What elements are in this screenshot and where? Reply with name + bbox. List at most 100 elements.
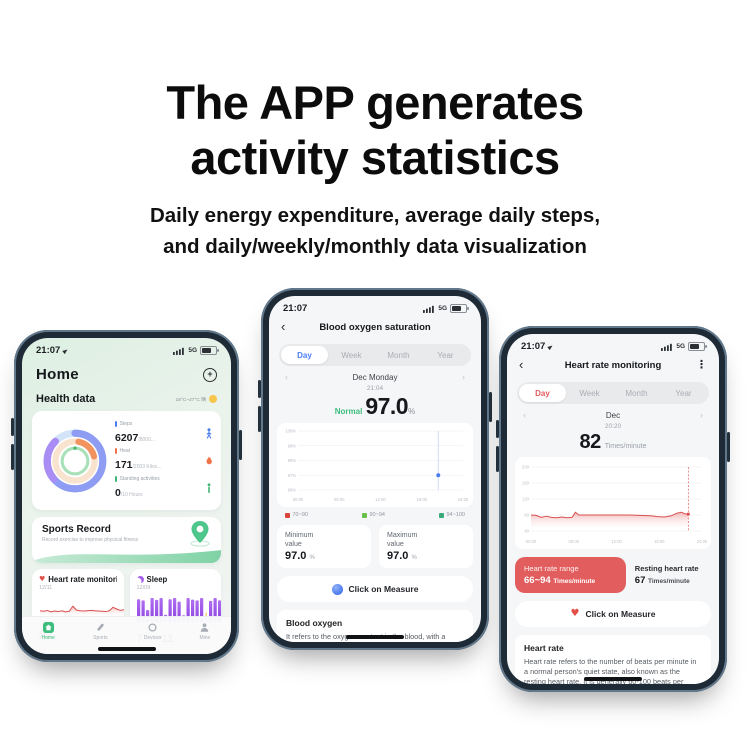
svg-text:99%: 99% xyxy=(288,443,297,448)
page-nav-title: Heart rate monitoring xyxy=(564,360,662,371)
period-tabs: Day Week Month Year xyxy=(279,344,471,366)
page-nav-title: Blood oxygen saturation xyxy=(319,322,431,333)
svg-text:12:00: 12:00 xyxy=(611,539,622,544)
activity-rings xyxy=(43,429,107,492)
battery-icon xyxy=(688,341,707,352)
stat-standing[interactable]: Standing activities 0/10 Hours xyxy=(115,475,214,501)
status-bar: 21:07 5G xyxy=(22,338,231,356)
volume-button xyxy=(496,420,499,438)
status-bar: 21:07 5G xyxy=(269,296,481,314)
volume-button xyxy=(11,444,14,470)
period-tabs: Day Week Month Year xyxy=(517,382,709,404)
sports-record-title: Sports Record xyxy=(42,524,111,535)
tab-week[interactable]: Week xyxy=(341,350,362,360)
page-title: The APP generates activity statistics xyxy=(0,76,750,185)
hr-day-chart: 200 160 120 80 40 00:00 06:00 12:00 18:00 24:00 xyxy=(522,465,708,545)
info-title: Blood oxygen xyxy=(286,618,343,629)
svg-text:00:00: 00:00 xyxy=(293,497,304,502)
svg-text:06:00: 06:00 xyxy=(334,497,345,502)
power-button xyxy=(239,430,242,460)
stat-color-bar xyxy=(115,420,117,427)
hr-chart-card[interactable]: 200 160 120 80 40 00:00 06:00 12:00 18:00 24:00 xyxy=(515,457,711,549)
next-date-button[interactable]: › xyxy=(699,410,703,420)
tab-sports[interactable]: Sports xyxy=(74,617,126,654)
activity-summary-card[interactable]: Steps 6207/8000... Heat 171/2003 Kiloc..… xyxy=(32,411,221,510)
minimum-value-card: Minimum value 97.0 % xyxy=(277,525,371,569)
resting-heart-rate-card: Resting heart rate 67 Times/minute xyxy=(634,564,699,586)
location-icon xyxy=(62,347,70,354)
tab-devices[interactable]: Devices xyxy=(127,617,179,654)
person-icon xyxy=(201,623,209,632)
tab-month[interactable]: Month xyxy=(625,388,648,398)
prev-date-button[interactable]: ‹ xyxy=(523,410,526,420)
standing-icon xyxy=(207,482,211,493)
heart-rate-sparkline xyxy=(39,605,124,617)
sports-record-card[interactable]: Sports Record Record exercise to improve… xyxy=(32,517,221,563)
tab-year[interactable]: Year xyxy=(437,350,454,360)
add-device-button[interactable]: + xyxy=(203,367,217,382)
spo2-day-chart: 100% 99% 98% 97% 96% 00:00 06:00 12:00 18:00 24:0… xyxy=(285,429,469,503)
oxygen-orb-icon xyxy=(331,583,343,595)
page-title-line1: The APP generates xyxy=(166,76,584,129)
network-label: 5G xyxy=(438,305,447,312)
spo2-value-row: Normal 97.0% xyxy=(334,393,416,419)
moon-icon xyxy=(136,575,144,583)
back-button[interactable]: ‹ xyxy=(519,357,524,372)
stat-color-bar xyxy=(115,448,117,454)
info-title: Heart rate xyxy=(524,643,564,653)
heart-rate-range-card: Heart rate range 66~94 Times/minute xyxy=(515,557,626,593)
svg-text:97%: 97% xyxy=(288,473,297,478)
weather-label: 18°C~27°C 晴 xyxy=(175,397,206,403)
measure-button[interactable]: Click on Measure xyxy=(277,576,473,603)
measure-button[interactable]: ♥ Click on Measure xyxy=(515,601,711,627)
svg-text:24:00: 24:00 xyxy=(458,497,469,502)
svg-text:24:00: 24:00 xyxy=(697,539,708,544)
network-label: 5G xyxy=(188,347,197,354)
volume-button xyxy=(258,380,261,398)
volume-button xyxy=(258,406,261,432)
location-icon xyxy=(547,343,555,350)
flame-icon xyxy=(206,455,212,465)
next-date-button[interactable]: › xyxy=(461,372,465,382)
heart-icon: ♥ xyxy=(39,575,46,583)
svg-text:96%: 96% xyxy=(288,488,297,493)
signal-icon xyxy=(661,343,673,351)
wave-decoration xyxy=(32,550,221,563)
menu-button[interactable]: ⋮ xyxy=(696,359,707,371)
tab-month[interactable]: Month xyxy=(387,350,410,360)
svg-text:80: 80 xyxy=(524,513,529,518)
tab-year[interactable]: Year xyxy=(675,388,692,398)
volume-button xyxy=(496,446,499,472)
status-time: 21:07 xyxy=(36,345,70,356)
phone-home: 21:07 5G Home + Health data 18°C~27°C 晴 xyxy=(11,330,242,662)
back-button[interactable]: ‹ xyxy=(281,319,286,334)
network-label: 5G xyxy=(676,343,685,350)
maximum-value-card: Maximum value 97.0 % xyxy=(379,525,473,569)
power-button xyxy=(489,392,492,422)
tab-day[interactable]: Day xyxy=(281,346,328,364)
status-bar: 21:07 5G xyxy=(507,334,719,352)
tab-week[interactable]: Week xyxy=(579,388,600,398)
sports-icon xyxy=(97,623,104,631)
health-data-title: Health data xyxy=(36,393,96,405)
hero-section: The APP generates activity statistics Da… xyxy=(0,76,750,263)
tab-mine[interactable]: Mine xyxy=(179,617,231,654)
legend-swatch xyxy=(361,512,367,518)
hr-value-row: 82 Times/minute xyxy=(579,431,647,453)
svg-text:100%: 100% xyxy=(285,429,296,434)
reading-time: 20:20 xyxy=(604,423,622,430)
tab-home[interactable]: Home xyxy=(22,617,74,654)
prev-date-button[interactable]: ‹ xyxy=(285,372,288,382)
home-indicator xyxy=(97,647,156,651)
home-indicator xyxy=(584,677,642,681)
home-indicator xyxy=(346,635,404,639)
tab-day[interactable]: Day xyxy=(519,384,566,402)
stat-heat[interactable]: Heat 171/2003 Kiloc... xyxy=(115,448,214,473)
date-label: Dec Monday xyxy=(352,372,398,382)
stat-steps[interactable]: Steps 6207/8000... xyxy=(115,420,214,446)
svg-text:98%: 98% xyxy=(288,458,297,463)
battery-icon xyxy=(200,345,219,356)
tab-bar: Home Sports Devices Mine xyxy=(22,616,231,654)
spo2-chart-card[interactable]: 100% 99% 98% 97% 96% 00:00 06:00 12:00 18:00 24:0… xyxy=(277,423,473,507)
svg-text:12:00: 12:00 xyxy=(375,497,386,502)
